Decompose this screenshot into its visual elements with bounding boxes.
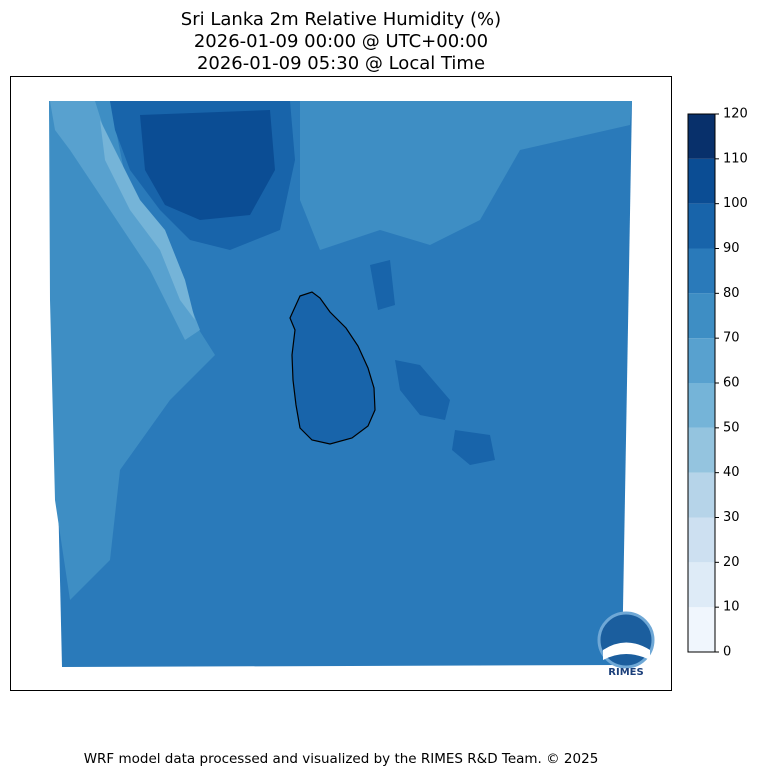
colorbar-bin xyxy=(688,472,715,518)
logo-wave xyxy=(603,642,650,660)
logo-text: RIMES xyxy=(608,667,643,678)
humidity-area xyxy=(370,260,395,310)
humidity-area xyxy=(395,360,450,420)
colorbar-tick-label: 70 xyxy=(723,331,740,346)
colorbar-tick-label: 120 xyxy=(723,107,748,122)
colorbar-bin xyxy=(688,562,715,608)
humidity-area xyxy=(140,110,275,220)
colorbar-bin xyxy=(688,427,715,473)
colorbar-bin xyxy=(688,607,715,652)
colorbar-bin xyxy=(688,203,715,249)
colorbar-tick-label: 10 xyxy=(723,600,740,615)
humidity-area xyxy=(452,430,495,465)
colorbar-bin xyxy=(688,517,715,563)
logo: RIMES xyxy=(597,611,655,678)
colorbar-tick-label: 50 xyxy=(723,420,740,435)
colorbar-tick-label: 20 xyxy=(723,555,740,570)
colorbar-bin xyxy=(688,158,715,204)
colorbar-tick-label: 40 xyxy=(723,465,740,480)
map-field xyxy=(49,101,632,667)
colorbar-bin xyxy=(688,293,715,339)
humidity-area xyxy=(49,101,215,600)
humidity-area xyxy=(300,101,632,250)
colorbar-tick-label: 110 xyxy=(723,151,748,166)
colorbar-bin xyxy=(688,114,715,159)
footer: WRF model data processed and visualized … xyxy=(84,751,599,767)
colorbar-tick-label: 0 xyxy=(723,645,731,660)
humidity-area xyxy=(50,101,200,340)
colorbar-bin xyxy=(688,383,715,428)
colorbar-tick-label: 60 xyxy=(723,376,740,391)
colorbar: 0 10 20 30 40 50 60 70 80 90 100 110 120 xyxy=(687,107,748,660)
title-line: 2026-01-09 05:30 @ Local Time xyxy=(197,53,485,74)
colorbar-bin xyxy=(688,338,715,383)
colorbar-bin xyxy=(688,248,715,294)
title-line: 2026-01-09 00:00 @ UTC+00:00 xyxy=(194,31,488,52)
title-line: Sri Lanka 2m Relative Humidity (%) xyxy=(181,9,501,30)
sri-lanka-outline xyxy=(289,291,376,445)
humidity-area xyxy=(100,120,195,320)
colorbar-tick-label: 30 xyxy=(723,510,740,525)
colorbar-tick-label: 100 xyxy=(723,196,748,211)
colorbar-tick-label: 90 xyxy=(723,241,740,256)
logo-badge xyxy=(597,611,655,669)
colorbar-tick-label: 80 xyxy=(723,286,740,301)
